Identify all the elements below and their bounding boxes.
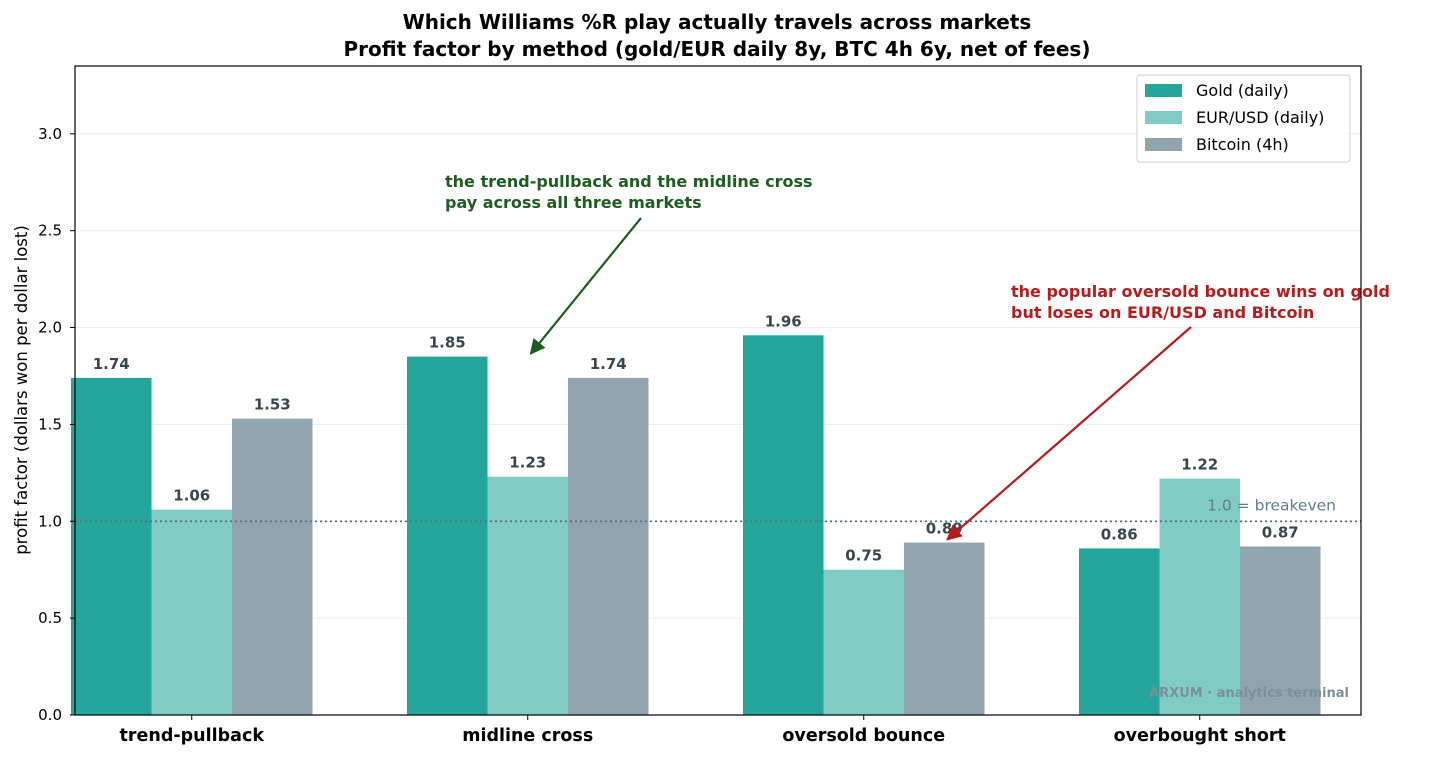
annotation-green-line-1: the trend-pullback and the midline cross bbox=[445, 172, 813, 191]
bar bbox=[487, 476, 568, 715]
legend-label: Gold (daily) bbox=[1196, 81, 1289, 100]
annotation-red-line-2: but loses on EUR/USD and Bitcoin bbox=[1011, 303, 1314, 322]
annotation-red-line-1: the popular oversold bounce wins on gold bbox=[1011, 282, 1390, 301]
bar-value-label: 0.75 bbox=[845, 547, 882, 565]
bar bbox=[1079, 548, 1160, 715]
bar bbox=[568, 377, 649, 715]
chart-title-line-1: Which Williams %R play actually travels … bbox=[403, 10, 1032, 34]
watermark: ARXUM · analytics terminal bbox=[1149, 686, 1349, 701]
bar-value-label: 1.53 bbox=[254, 396, 291, 414]
legend: Gold (daily) EUR/USD (daily) Bitcoin (4h) bbox=[1136, 74, 1351, 163]
annotations: the trend-pullback and the midline cross… bbox=[445, 172, 1390, 541]
bar-value-label: 0.89 bbox=[926, 520, 963, 538]
bar-value-label: 1.85 bbox=[429, 334, 466, 352]
bar-value-label: 1.22 bbox=[1181, 456, 1218, 474]
legend-swatch bbox=[1145, 111, 1182, 124]
annotation-green-arrow bbox=[529, 217, 642, 355]
bar-value-label: 1.74 bbox=[93, 355, 130, 373]
bar-value-label: 1.23 bbox=[509, 454, 546, 472]
y-tick-label: 0.5 bbox=[38, 609, 62, 627]
x-tick-label: overbought short bbox=[1114, 726, 1286, 746]
bar bbox=[1240, 546, 1321, 715]
bars bbox=[71, 335, 1321, 715]
plot-area-frame bbox=[74, 65, 1362, 716]
y-tick-label: 3.0 bbox=[38, 125, 62, 143]
annotation-red-arrow bbox=[946, 326, 1192, 541]
x-tick-label: oversold bounce bbox=[782, 726, 945, 746]
bar bbox=[904, 542, 985, 715]
x-tick-label: trend-pullback bbox=[120, 726, 265, 746]
y-tick-label: 2.5 bbox=[38, 222, 62, 240]
breakeven-label: 1.0 = breakeven bbox=[1207, 496, 1336, 514]
bar bbox=[407, 356, 488, 715]
x-axis: trend-pullback midline cross oversold boun… bbox=[120, 715, 1286, 746]
bar bbox=[1159, 478, 1240, 715]
y-tick-label: 0.0 bbox=[38, 706, 62, 724]
bar-value-label: 0.86 bbox=[1101, 525, 1138, 543]
bar bbox=[71, 377, 152, 715]
bar-value-label: 1.06 bbox=[173, 487, 210, 505]
bar bbox=[743, 335, 824, 715]
bar-value-labels: 1.74 1.85 1.96 0.86 1.06 1.23 0.75 1.22 1.53 1.74… bbox=[93, 312, 1299, 564]
y-tick-label: 2.0 bbox=[38, 319, 62, 337]
legend-label: Bitcoin (4h) bbox=[1196, 135, 1289, 154]
bar-value-label: 1.74 bbox=[590, 355, 627, 373]
chart-title-line-2: Profit factor by method (gold/EUR daily … bbox=[344, 37, 1091, 61]
x-tick-label: midline cross bbox=[462, 726, 593, 746]
y-tick-label: 1.5 bbox=[38, 415, 62, 433]
bar bbox=[232, 418, 313, 715]
legend-box bbox=[1136, 74, 1351, 163]
legend-swatch bbox=[1145, 138, 1182, 151]
bar bbox=[823, 569, 904, 715]
y-tick-label: 1.0 bbox=[38, 512, 62, 530]
y-axis: 0.0 0.5 1.0 1.5 2.0 2.5 3.0 bbox=[38, 125, 75, 724]
bar-value-label: 0.87 bbox=[1262, 523, 1299, 541]
bar-value-label: 1.96 bbox=[765, 312, 802, 330]
bar bbox=[151, 509, 232, 715]
legend-swatch bbox=[1145, 84, 1182, 97]
y-axis-label: profit factor (dollars won per dollar lo… bbox=[12, 225, 31, 555]
annotation-green-line-2: pay across all three markets bbox=[445, 193, 702, 212]
breakeven-reference: 1.0 = breakeven bbox=[75, 496, 1361, 523]
legend-label: EUR/USD (daily) bbox=[1196, 108, 1324, 127]
